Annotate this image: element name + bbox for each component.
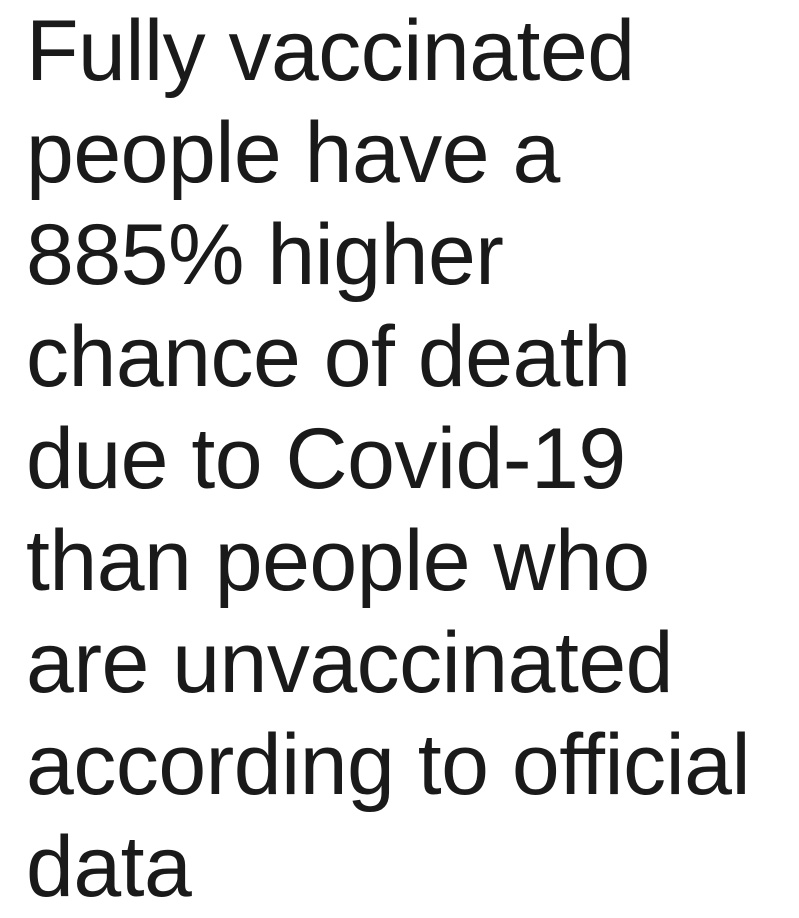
headline-line: due to Covid-19 [26,411,626,507]
headline-line: Fully vaccinated [26,3,635,99]
headline-line: 885% higher [26,207,504,303]
headline-line: are unvaccinated [26,615,674,711]
headline-line: than people who [26,513,650,609]
headline-line: data [26,819,192,915]
headline-text: Fully vaccinated people have a 885% high… [26,0,751,918]
headline-line: according to official [26,717,751,813]
headline-line: chance of death [26,309,631,405]
headline-line: people have a [26,105,560,201]
